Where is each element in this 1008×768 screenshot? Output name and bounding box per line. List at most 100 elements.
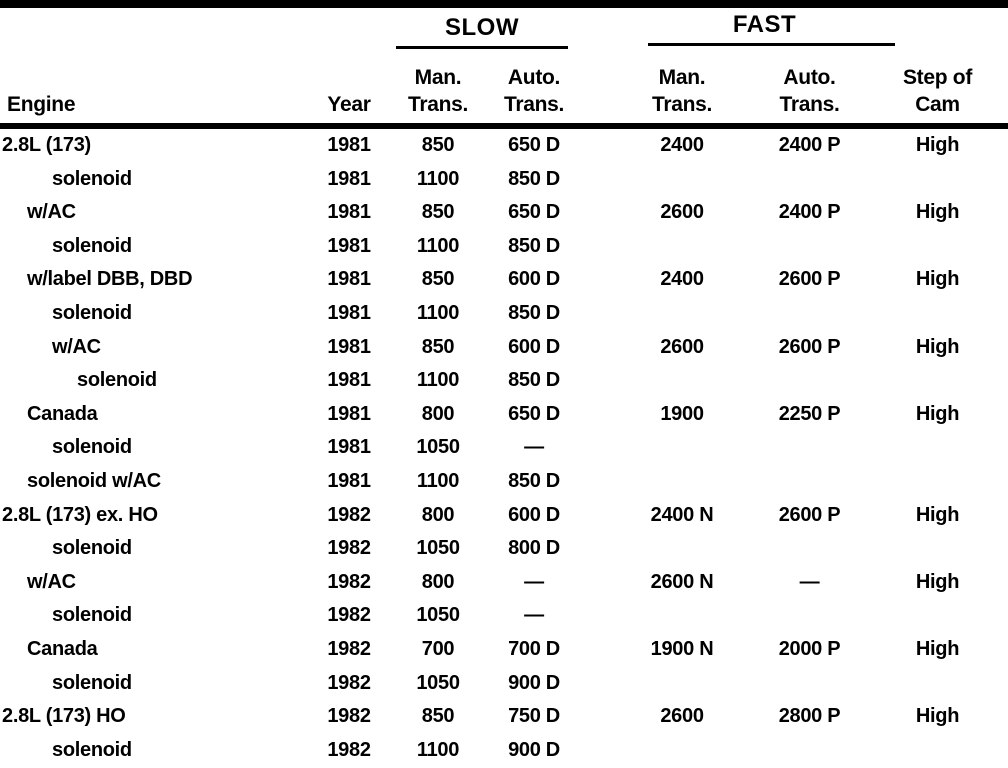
fast-man-trans-line2: Trans.	[651, 93, 713, 116]
fast-auto-trans-column-header: Auto. Trans.	[752, 64, 867, 118]
slow-auto-trans-cell: 900 D	[508, 738, 560, 761]
table-row: Canada 1982 700 700 D 1900 N 2000 P High	[0, 633, 1008, 667]
engine-cell: solenoid	[52, 436, 132, 459]
slow-auto-trans-cell: 850 D	[508, 301, 560, 324]
step-of-cam-cell: High	[915, 705, 960, 728]
slow-auto-trans-cell: 700 D	[508, 637, 560, 660]
fast-man-trans-cell: 2400	[660, 134, 704, 156]
step-of-cam-cell: High	[915, 503, 960, 526]
engine-cell: 2.8L (173) ex. HO	[2, 503, 158, 526]
table-row: 2.8L (173) 1981 850 650 D 2400 2400 P Hi…	[0, 129, 1008, 163]
slow-auto-trans-cell: 800 D	[508, 537, 560, 560]
engine-cell: w/AC	[27, 570, 76, 593]
year-cell: 1981	[327, 268, 371, 291]
fast-auto-trans-cell: 2250 P	[778, 402, 841, 425]
year-cell: 1981	[327, 402, 371, 425]
table-row: 2.8L (173) ex. HO 1982 800 600 D 2400 N …	[0, 499, 1008, 533]
engine-cell: solenoid	[52, 301, 132, 324]
step-of-cam-column-header: Step of Cam	[867, 64, 1008, 118]
slow-man-trans-cell: 850	[421, 134, 455, 156]
slow-auto-trans-cell: 600 D	[508, 503, 560, 526]
engine-cell: w/AC	[27, 201, 76, 224]
year-cell: 1982	[327, 570, 371, 593]
slow-man-trans-cell: 1050	[416, 436, 460, 459]
table-row: solenoid 1982 1050 800 D	[0, 532, 1008, 566]
table-row: w/label DBB, DBD 1981 850 600 D 2400 260…	[0, 263, 1008, 297]
fast-auto-trans-line1: Auto.	[783, 66, 836, 89]
step-of-cam-cell: High	[915, 134, 960, 156]
table-row: solenoid 1982 1050 900 D	[0, 667, 1008, 701]
table-row: solenoid 1982 1050 —	[0, 599, 1008, 633]
step-of-cam-cell: High	[915, 402, 960, 425]
slow-man-trans-cell: 1050	[416, 671, 460, 694]
year-cell: 1981	[327, 335, 371, 358]
slow-man-trans-cell: 850	[421, 335, 455, 358]
fast-auto-trans-cell: 2800 P	[778, 705, 841, 728]
slow-man-trans-cell: 1100	[416, 469, 460, 492]
table-row: solenoid 1981 1100 850 D	[0, 163, 1008, 197]
year-cell: 1981	[327, 167, 371, 190]
year-cell: 1982	[327, 604, 371, 627]
year-cell: 1982	[327, 537, 371, 560]
fast-man-trans-cell: 2600 N	[650, 570, 714, 593]
engine-cell: solenoid	[52, 604, 132, 627]
column-header-row: Engine Year Man. Trans. Auto. Trans. Man…	[0, 58, 1008, 118]
table-row: Canada 1981 800 650 D 1900 2250 P High	[0, 398, 1008, 432]
slow-auto-trans-column-header: Auto. Trans.	[488, 64, 580, 118]
table-body: 2.8L (173) 1981 850 650 D 2400 2400 P Hi…	[0, 129, 1008, 767]
table-row: solenoid 1982 1100 900 D	[0, 734, 1008, 768]
slow-auto-trans-cell: 850 D	[508, 234, 560, 257]
fast-auto-trans-cell: 2000 P	[778, 637, 841, 660]
fast-auto-trans-cell: 2600 P	[778, 335, 841, 358]
year-cell: 1981	[327, 436, 371, 459]
slow-auto-trans-cell: 850 D	[508, 369, 560, 392]
slow-auto-trans-cell: —	[524, 436, 544, 459]
slow-man-trans-cell: 1100	[416, 234, 460, 257]
slow-man-trans-cell: 800	[421, 570, 455, 593]
year-cell: 1982	[327, 671, 371, 694]
step-of-cam-cell: High	[915, 570, 960, 593]
engine-cell: solenoid	[52, 167, 132, 190]
engine-cell: solenoid	[77, 369, 157, 392]
fast-group-underline	[648, 43, 895, 46]
step-of-cam-cell: High	[915, 335, 960, 358]
fast-auto-trans-cell: 2600 P	[778, 503, 841, 526]
year-cell: 1981	[327, 369, 371, 392]
year-cell: 1982	[327, 503, 371, 526]
step-of-cam-cell: High	[915, 268, 960, 291]
slow-man-trans-cell: 1050	[416, 537, 460, 560]
engine-cell: Canada	[27, 402, 98, 425]
fast-man-trans-cell: 1900 N	[650, 637, 714, 660]
engine-cell: solenoid	[52, 234, 132, 257]
table-row: w/AC 1982 800 — 2600 N — High	[0, 566, 1008, 600]
table-row: solenoid 1981 1100 850 D	[0, 364, 1008, 398]
table-row: 2.8L (173) HO 1982 850 750 D 2600 2800 P…	[0, 700, 1008, 734]
table-row: solenoid 1981 1100 850 D	[0, 230, 1008, 264]
slow-auto-trans-cell: 650 D	[508, 134, 560, 156]
year-cell: 1982	[327, 705, 371, 728]
slow-man-trans-cell: 700	[421, 637, 455, 660]
table-header: SLOW FAST Engine Year Man. Trans. Auto. …	[0, 8, 1008, 123]
fast-auto-trans-cell: —	[799, 570, 820, 593]
year-cell: 1981	[327, 134, 371, 156]
engine-column-header: Engine	[7, 93, 76, 116]
slow-man-trans-cell: 850	[421, 268, 455, 291]
year-column-header: Year	[327, 93, 371, 116]
year-cell: 1981	[327, 234, 371, 257]
slow-auto-trans-cell: 850 D	[508, 469, 560, 492]
fast-man-trans-cell: 2600	[660, 335, 704, 358]
table-top-border	[0, 0, 1008, 8]
fast-group-header: FAST	[732, 11, 797, 38]
slow-auto-trans-cell: —	[524, 604, 544, 627]
year-cell: 1982	[327, 738, 371, 761]
fast-man-trans-cell: 2400 N	[650, 503, 714, 526]
fast-auto-trans-cell: 2400 P	[778, 201, 841, 224]
slow-auto-trans-cell: 850 D	[508, 167, 560, 190]
fast-man-trans-cell: 2400	[660, 268, 704, 291]
slow-auto-trans-line1: Auto.	[507, 66, 561, 89]
slow-auto-trans-cell: 650 D	[508, 402, 560, 425]
slow-auto-trans-cell: 900 D	[508, 671, 560, 694]
header-separator-border	[0, 123, 1008, 129]
slow-man-trans-cell: 1100	[416, 738, 460, 761]
